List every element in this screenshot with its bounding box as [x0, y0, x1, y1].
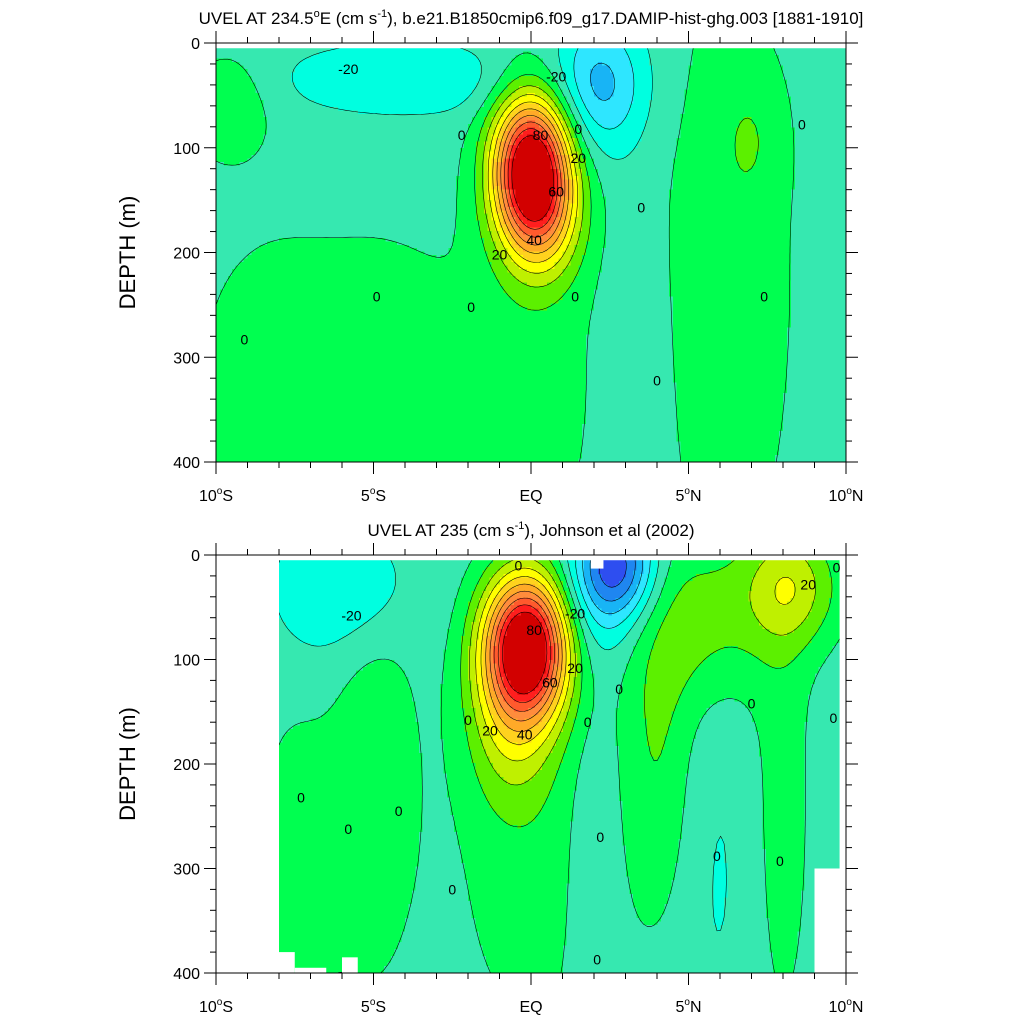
y-tick-label: 200 [173, 757, 200, 774]
x-tick-label: 5oS [361, 997, 386, 1016]
contour-label: 0 [395, 803, 403, 819]
y-tick-label: 100 [173, 653, 200, 670]
contour-label: 20 [570, 150, 586, 166]
contour-label: 0 [448, 881, 456, 897]
panel-title: UVEL AT 235 (cm s-1), Johnson et al (200… [368, 520, 695, 540]
contour-label: 0 [344, 821, 352, 837]
contour-label: 0 [297, 789, 305, 805]
contour-label: 0 [596, 829, 604, 845]
y-tick-label: 0 [191, 548, 200, 565]
x-tick-label: 10oN [829, 997, 864, 1016]
x-tick-label: 5oN [675, 486, 701, 505]
contour-label: -20 [338, 61, 358, 77]
contour-label: 0 [584, 714, 592, 730]
y-tick-label: 100 [173, 141, 200, 158]
y-tick-label: 400 [173, 455, 200, 472]
missing-data-mask [216, 43, 846, 48]
mask-rect [216, 926, 279, 973]
contour-label: 0 [798, 117, 806, 133]
contour-label: 0 [760, 288, 768, 304]
x-tick-label: 5oS [361, 486, 386, 505]
contour-label: 0 [458, 127, 466, 143]
contour-label: -20 [565, 606, 585, 622]
mask-rect [815, 869, 847, 974]
contour-label: 0 [713, 848, 721, 864]
y-tick-label: 400 [173, 966, 200, 983]
contour-label: 0 [833, 560, 841, 576]
x-tick-label: 10oN [829, 486, 864, 505]
x-tick-label: EQ [519, 488, 542, 505]
x-tick-label: EQ [519, 999, 542, 1016]
contour-label: 0 [830, 710, 838, 726]
contour-label: 60 [548, 184, 564, 200]
contour-label: 20 [800, 576, 816, 592]
x-tick-label: 5oN [675, 997, 701, 1016]
mask-rect [279, 952, 295, 973]
x-tick-label: 10oS [199, 486, 233, 505]
contour-label: 0 [615, 681, 623, 697]
contour-label: 80 [526, 622, 542, 638]
contour-label: 40 [517, 727, 533, 743]
mask-rect [216, 43, 846, 48]
contour-label: 0 [653, 372, 661, 388]
mask-rect [216, 555, 846, 560]
mask-rect [216, 555, 279, 973]
contour-label: 0 [467, 299, 475, 315]
contour-label: 20 [567, 660, 583, 676]
contour-label: 0 [748, 695, 756, 711]
contour-label: 60 [542, 674, 558, 690]
y-tick-label: 200 [173, 246, 200, 263]
y-tick-label: 0 [191, 36, 200, 53]
y-axis-label: DEPTH (m) [115, 707, 140, 821]
contour-fill [216, 48, 847, 462]
contour-label: 0 [593, 951, 601, 967]
contour-label: 0 [240, 331, 248, 347]
mask-rect [840, 555, 846, 869]
y-tick-label: 300 [173, 350, 200, 367]
contour-label: 20 [492, 247, 508, 263]
y-axis-label: DEPTH (m) [115, 196, 140, 310]
mask-rect [591, 555, 604, 569]
contour-label: 0 [373, 288, 381, 304]
contour-label: 0 [571, 288, 579, 304]
contour-label: 0 [776, 853, 784, 869]
mask-rect [342, 957, 358, 973]
contour-label: 40 [526, 232, 542, 248]
contour-label: 0 [637, 199, 645, 215]
contour-label: 0 [515, 557, 523, 573]
contour-label: -20 [546, 69, 566, 85]
contour-label: 0 [464, 712, 472, 728]
mask-rect [295, 968, 327, 973]
contour-label: 80 [533, 127, 549, 143]
contour-label: 0 [574, 121, 582, 137]
panel-title: UVEL AT 234.5oE (cm s-1), b.e21.B1850cmi… [199, 8, 864, 28]
contour-label: 20 [482, 723, 498, 739]
x-tick-label: 10oS [199, 997, 233, 1016]
y-tick-label: 300 [173, 862, 200, 879]
contour-label: -20 [341, 608, 361, 624]
